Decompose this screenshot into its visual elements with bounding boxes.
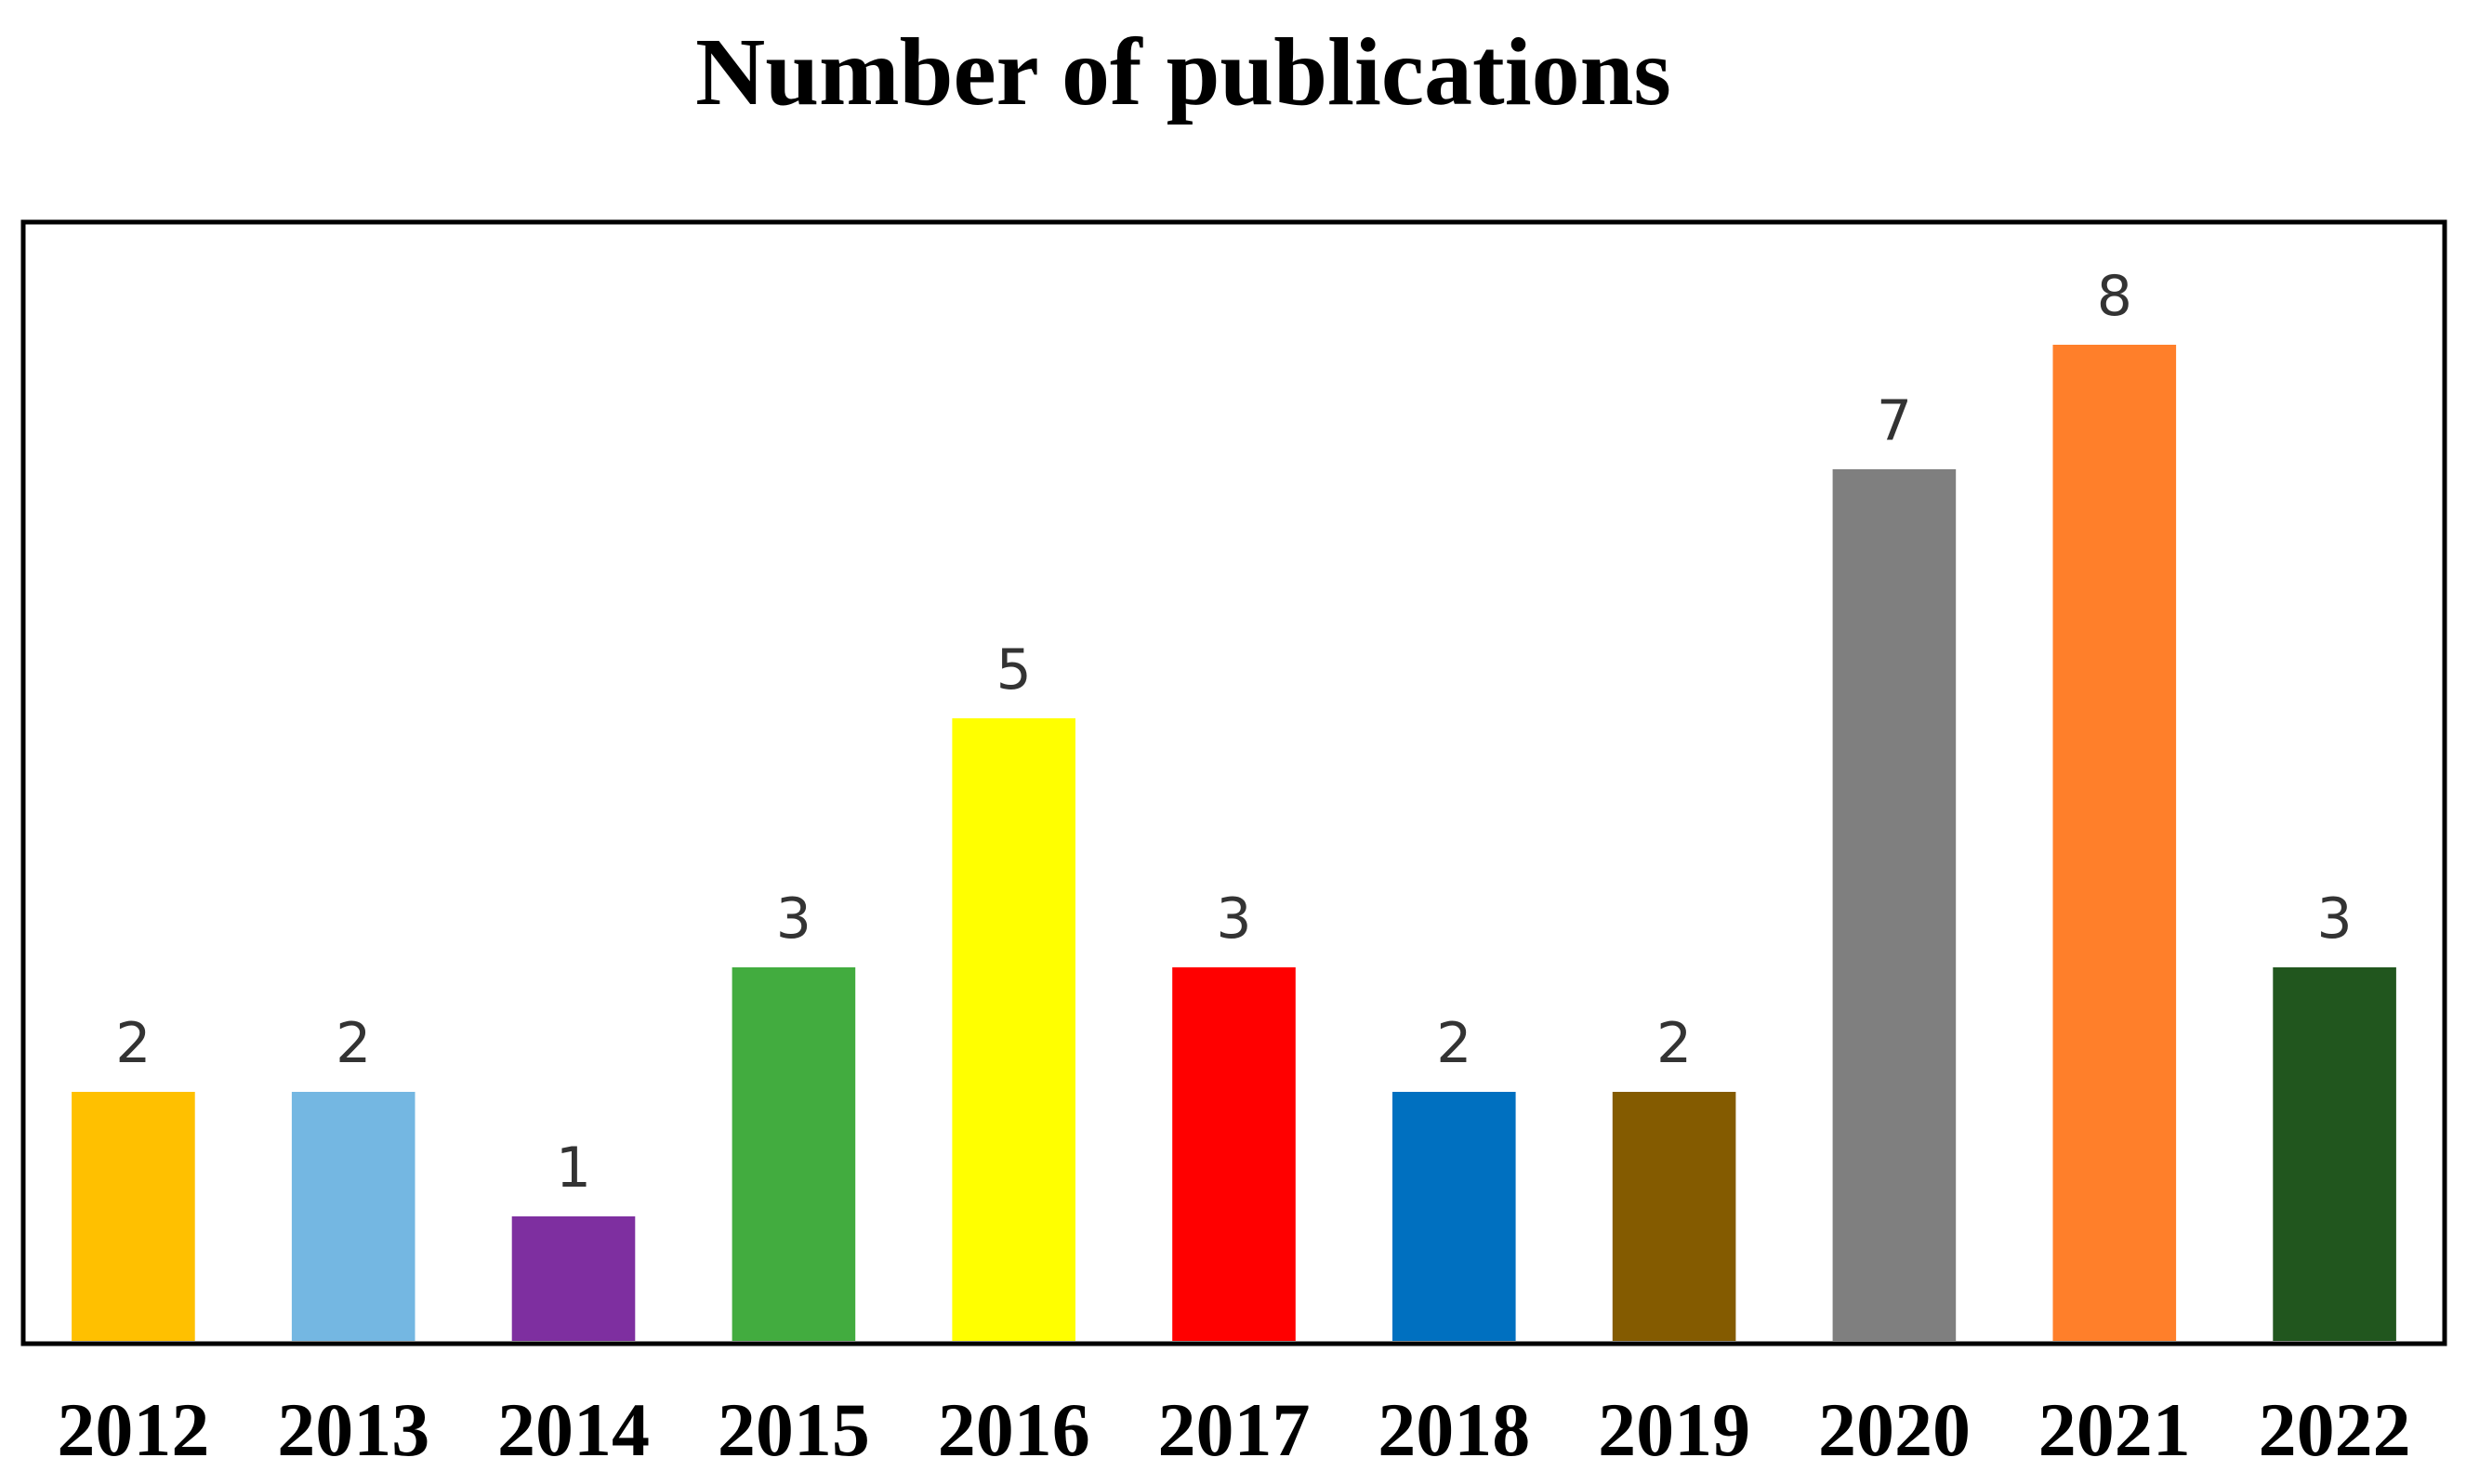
bar-2017 xyxy=(1172,967,1296,1341)
x-tick-label-2018: 2018 xyxy=(1378,1387,1530,1472)
x-tick-label-2014: 2014 xyxy=(497,1387,650,1472)
bar-2022 xyxy=(2273,967,2396,1341)
data-label-2015: 3 xyxy=(776,886,811,952)
data-label-2018: 2 xyxy=(1436,1011,1471,1076)
bars-group xyxy=(72,345,2396,1341)
x-tick-label-2021: 2021 xyxy=(2038,1387,2191,1472)
data-label-2017: 3 xyxy=(1216,886,1251,952)
data-label-2016: 5 xyxy=(996,637,1032,703)
data-label-2012: 2 xyxy=(115,1011,151,1076)
x-tick-label-2016: 2016 xyxy=(938,1387,1090,1472)
data-label-2014: 1 xyxy=(556,1136,591,1201)
bar-2013 xyxy=(291,1092,415,1341)
bar-2019 xyxy=(1612,1092,1736,1341)
x-tick-label-2015: 2015 xyxy=(718,1387,870,1472)
data-label-2021: 8 xyxy=(2097,264,2132,329)
x-tick-label-2019: 2019 xyxy=(1598,1387,1750,1472)
x-tick-label-2012: 2012 xyxy=(57,1387,209,1472)
x-tick-label-2013: 2013 xyxy=(277,1387,429,1472)
bar-2021 xyxy=(2052,345,2177,1341)
plot-frame xyxy=(20,219,2447,1346)
data-label-2019: 2 xyxy=(1656,1011,1692,1076)
bar-2020 xyxy=(1832,469,1957,1341)
data-label-2020: 7 xyxy=(1877,388,1912,453)
data-label-2013: 2 xyxy=(336,1011,371,1076)
data-label-2022: 3 xyxy=(2317,886,2353,952)
x-tick-label-2020: 2020 xyxy=(1818,1387,1971,1472)
bar-2018 xyxy=(1392,1092,1516,1341)
bar-2014 xyxy=(511,1216,636,1341)
x-axis-tick-labels: 2012 2013 2014 2015 2016 2017 2018 2019 2020 2021… xyxy=(57,1387,2410,1472)
bar-2012 xyxy=(72,1092,195,1341)
data-labels-group: 2 2 1 3 5 3 2 2 7 8 3 xyxy=(115,264,2352,1201)
bar-2015 xyxy=(732,967,856,1341)
x-tick-label-2022: 2022 xyxy=(2259,1387,2411,1472)
chart-title: Number of publications xyxy=(695,19,1671,125)
x-tick-label-2017: 2017 xyxy=(1158,1387,1311,1472)
bar-2016 xyxy=(952,718,1075,1341)
